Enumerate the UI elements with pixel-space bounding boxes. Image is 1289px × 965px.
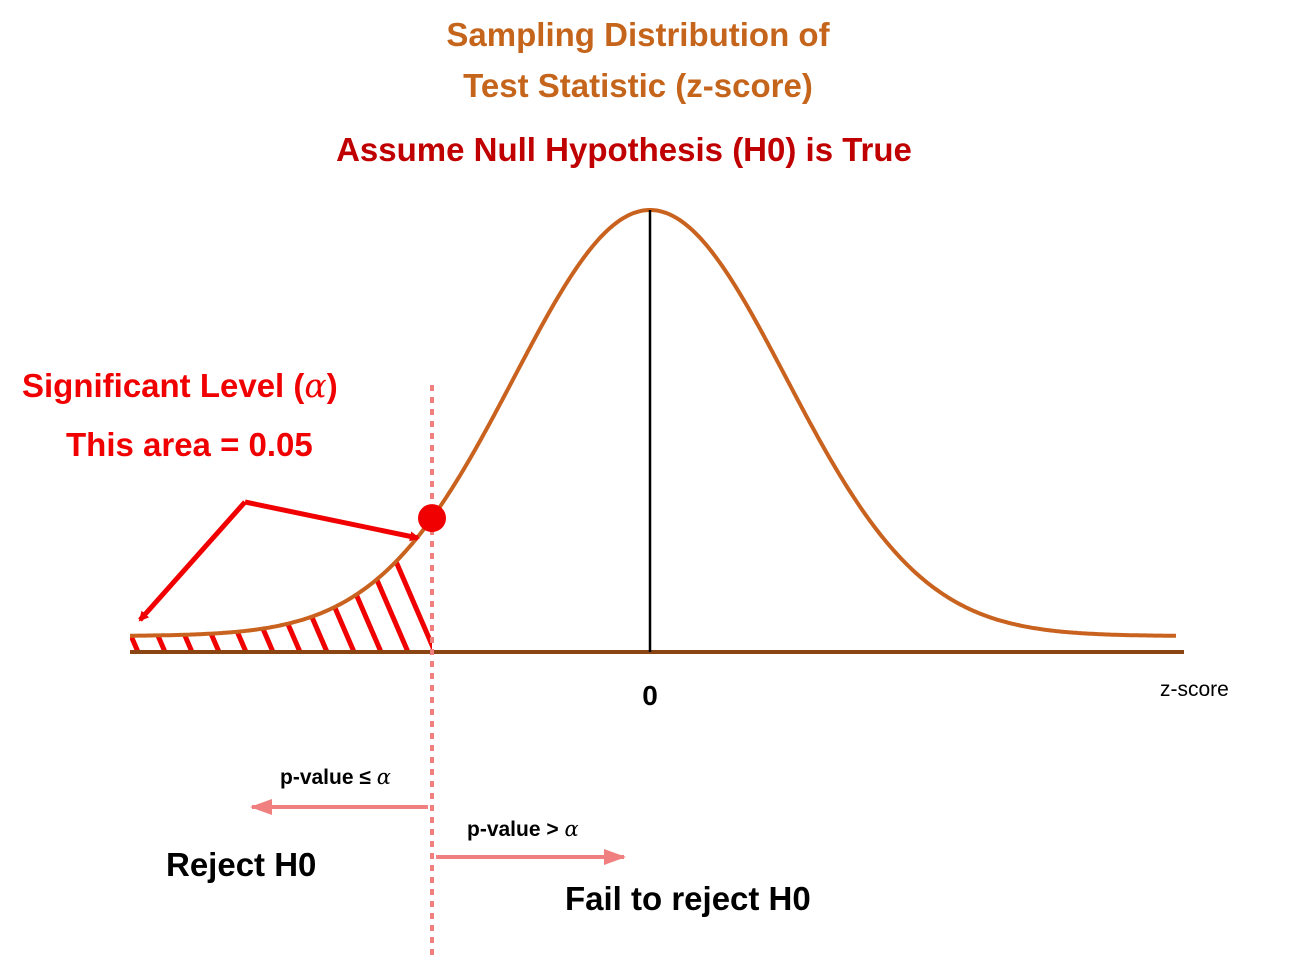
axis-center-tick-label: 0 <box>642 680 658 711</box>
fail-to-reject-condition-text: p-value > <box>467 818 564 841</box>
hatch-line <box>295 521 357 652</box>
null-hypothesis-assumption: Assume Null Hypothesis (H0) is True <box>336 131 912 168</box>
hatch-line <box>349 521 411 652</box>
diagram-title-line2: Test Statistic (z-score) <box>463 67 813 104</box>
hatch-line <box>322 521 384 652</box>
hatch-line <box>241 521 303 652</box>
hatch-line <box>130 521 168 652</box>
axis-label: z-score <box>1160 678 1229 701</box>
fail-to-reject-condition-label: p-value > α <box>467 817 579 841</box>
hatch-line <box>268 521 330 652</box>
hatch-line <box>376 521 432 652</box>
fail-to-reject-condition-alpha-symbol: α <box>564 817 578 841</box>
significance-level-close: ) <box>327 367 338 404</box>
diagram-title-line1: Sampling Distribution of <box>446 16 830 53</box>
reject-condition-text: p-value ≤ <box>280 766 377 789</box>
alpha-symbol: α <box>304 366 326 405</box>
significance-level-label: Significant Level (α) <box>22 366 338 405</box>
rejection-region-hatch <box>130 521 432 652</box>
significance-level-text: Significant Level ( <box>22 367 304 404</box>
reject-condition-alpha-symbol: α <box>377 765 391 789</box>
reject-h0-decision: Reject H0 <box>166 846 316 883</box>
red-arrow-icon <box>138 499 420 622</box>
hatch-line <box>133 521 195 652</box>
fail-to-reject-h0-decision: Fail to reject H0 <box>565 880 811 917</box>
normal-distribution-curve <box>130 208 1177 638</box>
critical-point-marker <box>418 504 446 533</box>
alpha-area-value: This area = 0.05 <box>66 426 313 463</box>
hatch-line <box>130 521 141 652</box>
reject-condition-label: p-value ≤ α <box>280 765 391 789</box>
